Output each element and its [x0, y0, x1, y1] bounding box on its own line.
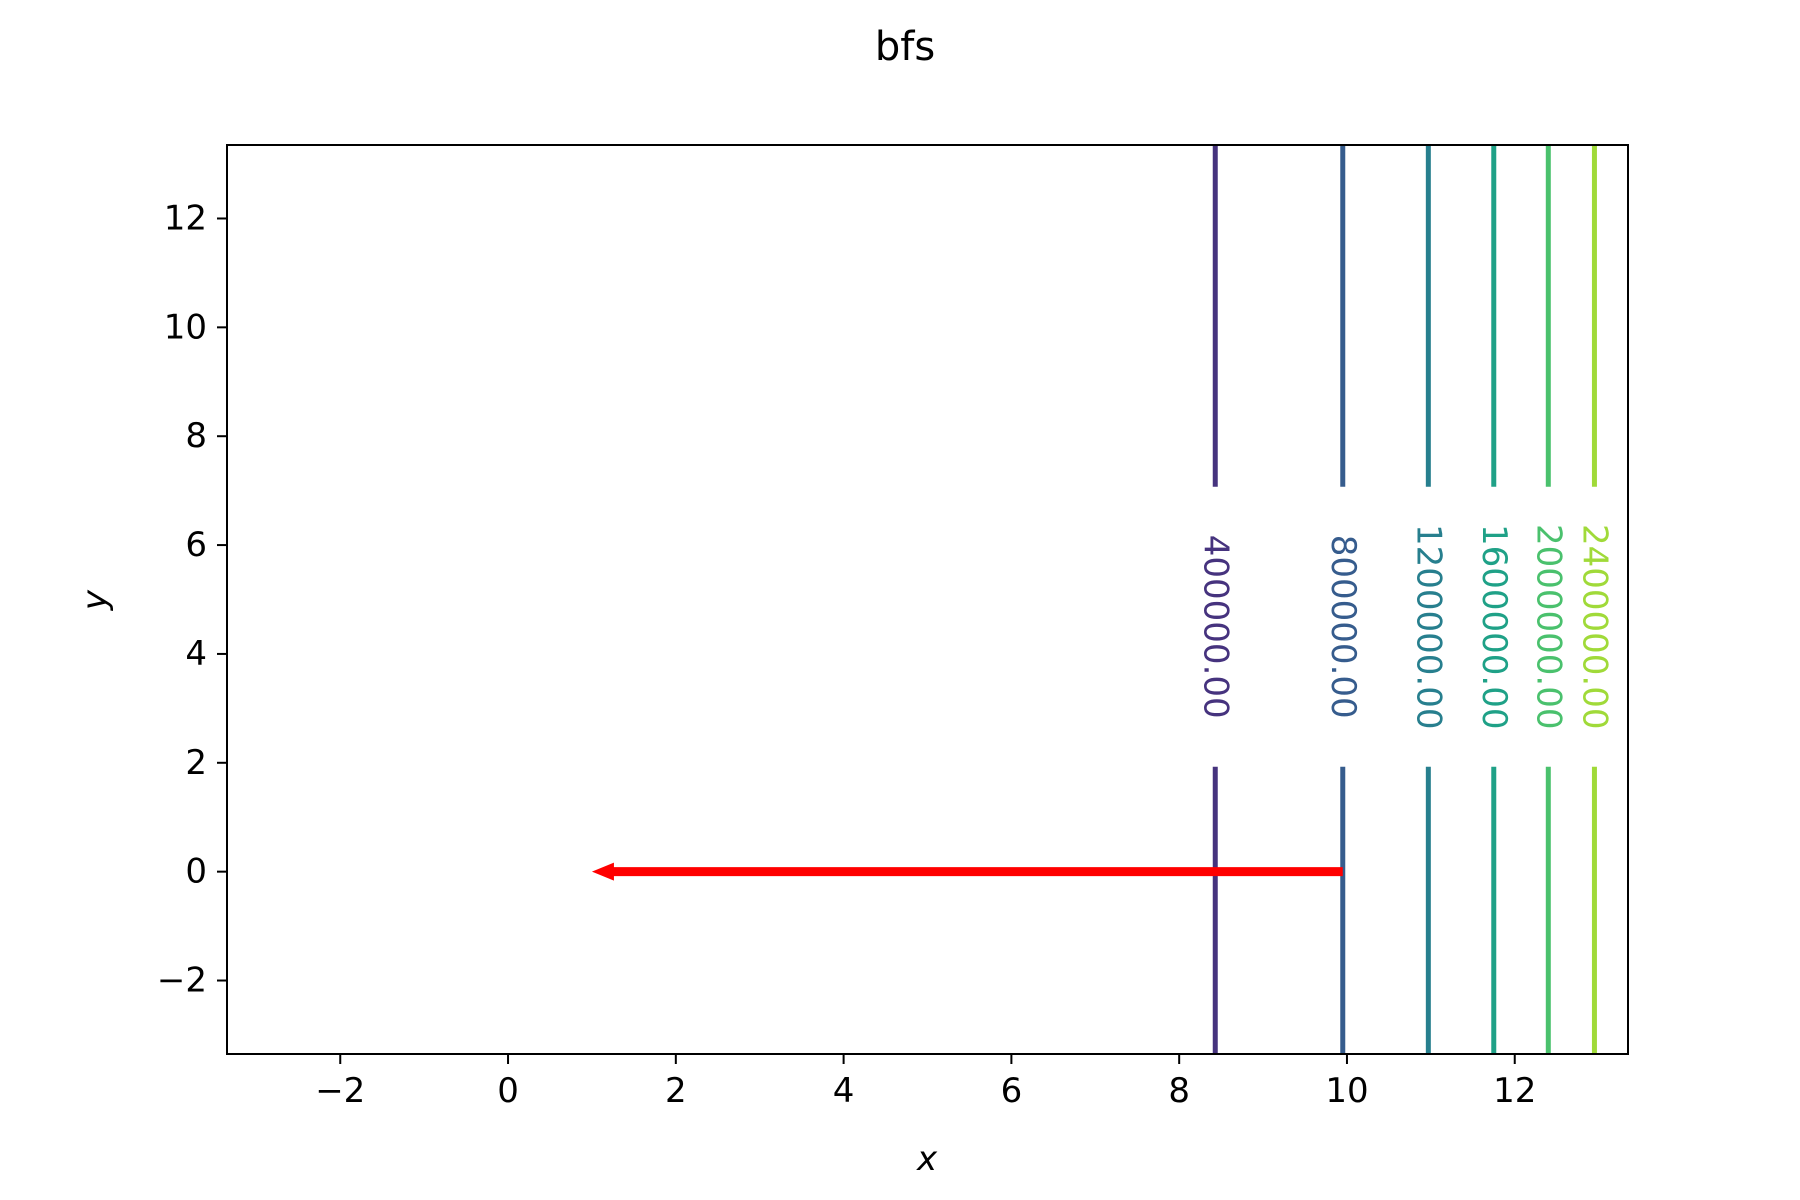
- x-tick-label-1: 0: [497, 1071, 519, 1111]
- contour-label-2: 1200000.00: [1408, 524, 1448, 730]
- gradient-arrow: [591, 862, 1343, 881]
- x-tick-label-7: 12: [1493, 1071, 1536, 1111]
- y-axis: −2 0 2 4 6 8 10 12: [157, 198, 227, 1001]
- y-axis-label: y: [75, 589, 115, 611]
- x-axis: −2 0 2 4 6 8 10 12: [315, 1054, 1536, 1111]
- y-tick-label-6: 10: [164, 307, 207, 347]
- contour-label-4: 2000000.00: [1528, 524, 1568, 730]
- contour-lines: 400000.00 800000.00 1200000.00 1600000.00 20…: [1195, 145, 1614, 1054]
- y-tick-label-1: 0: [185, 852, 207, 892]
- x-tick-label-6: 10: [1325, 1071, 1368, 1111]
- x-tick-label-4: 6: [1001, 1071, 1023, 1111]
- y-tick-label-2: 2: [185, 743, 207, 783]
- contour-label-5: 2400000.00: [1574, 524, 1614, 730]
- plot-frame: [226, 144, 1629, 1055]
- y-tick-label-7: 12: [164, 198, 207, 238]
- arrow-head: [591, 862, 614, 881]
- chart-title: bfs: [875, 24, 935, 70]
- x-axis-label: x: [916, 1139, 938, 1179]
- y-tick-label-5: 8: [185, 416, 207, 456]
- y-tick-label-3: 4: [185, 634, 207, 674]
- contour-label-0: 400000.00: [1195, 535, 1235, 719]
- x-tick-label-0: −2: [315, 1071, 365, 1111]
- x-tick-label-3: 4: [833, 1071, 855, 1111]
- y-tick-label-4: 6: [185, 525, 207, 565]
- contour-label-3: 1600000.00: [1474, 524, 1514, 730]
- y-tick-label-0: −2: [157, 961, 207, 1001]
- x-tick-label-2: 2: [665, 1071, 687, 1111]
- contour-label-1: 800000.00: [1323, 535, 1363, 719]
- x-tick-label-5: 8: [1168, 1071, 1190, 1111]
